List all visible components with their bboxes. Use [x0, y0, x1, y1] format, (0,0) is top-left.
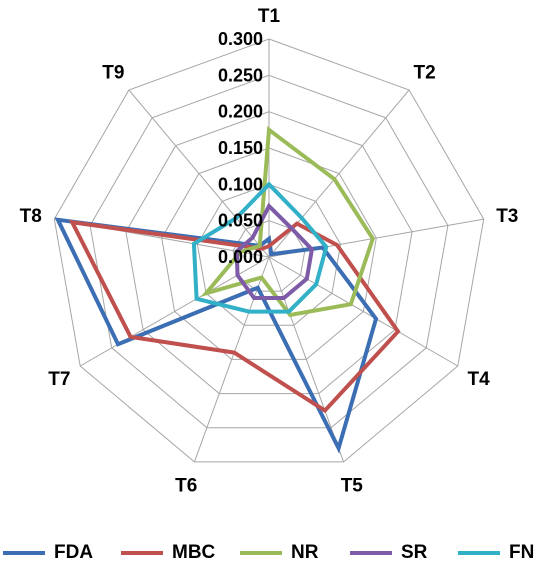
legend-item-nr: NR [240, 538, 318, 568]
axis-spoke [193, 256, 270, 463]
tick-label: 0.200 [218, 102, 263, 122]
legend-swatch [3, 551, 45, 555]
radar-grid [53, 38, 485, 463]
legend-item-sr: SR [350, 538, 427, 568]
legend-swatch [458, 551, 500, 555]
series-line-fn [191, 181, 329, 314]
tick-label: 0.000 [218, 247, 263, 267]
axis-spoke [268, 256, 459, 367]
category-label-t5: T5 [341, 475, 364, 496]
radial-tick-labels: 0.000 0.050 0.100 0.150 0.200 0.250 0.300 [218, 29, 263, 267]
radar-chart: 0.000 0.050 0.100 0.150 0.200 0.250 0.300 T1 T2… [20, 6, 519, 496]
series-lines [54, 126, 401, 454]
series-line-fda [54, 217, 379, 454]
grid-ring [89, 74, 449, 429]
category-label-t2: T2 [414, 63, 436, 84]
legend-swatch [240, 551, 282, 555]
legend-item-mbc: MBC [121, 538, 215, 568]
axis-spoke [128, 89, 270, 258]
tick-label: 0.300 [218, 29, 263, 49]
legend-swatch [121, 551, 163, 555]
axis-spoke [268, 256, 345, 463]
grid-ring [161, 147, 377, 360]
legend-label: SR [401, 542, 428, 563]
grid-ring [196, 183, 342, 326]
legend-label: MBC [172, 542, 216, 563]
series-line-sr [234, 202, 315, 300]
category-label-t6: T6 [175, 475, 197, 496]
legend-label: FDA [54, 542, 94, 563]
category-label-t1: T1 [258, 6, 281, 27]
category-label-t4: T4 [468, 369, 491, 390]
grid-ring [232, 220, 306, 292]
tick-label: 0.050 [218, 211, 263, 231]
category-labels: T1 T2 T3 T4 T5 T6 T7 T8 T9 [20, 6, 519, 496]
axis-spoke [268, 89, 410, 258]
tick-label: 0.150 [218, 138, 263, 158]
legend-swatch [350, 551, 392, 555]
grid-ring [53, 38, 485, 463]
tick-label: 0.250 [218, 65, 263, 85]
category-label-t7: T7 [48, 369, 70, 390]
chart-legend: FDA MBC NR SR FN [0, 538, 546, 568]
legend-item-fn: FN [458, 538, 534, 568]
legend-label: NR [291, 542, 319, 563]
category-label-t8: T8 [20, 206, 42, 227]
category-label-t3: T3 [496, 206, 518, 227]
legend-label: FN [509, 542, 535, 563]
legend-item-fda: FDA [3, 538, 93, 568]
tick-label: 0.100 [218, 174, 263, 194]
grid-ring [125, 111, 413, 395]
category-label-t9: T9 [102, 63, 124, 84]
